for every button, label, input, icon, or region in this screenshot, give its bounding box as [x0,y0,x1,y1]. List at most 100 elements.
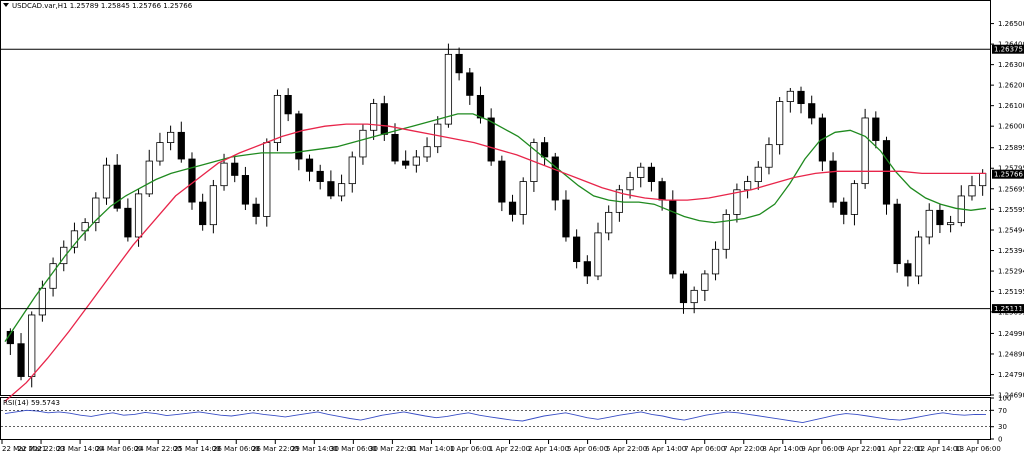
candle-body [776,101,784,146]
candle-body [829,160,837,203]
candle-body [359,129,367,158]
moving-averages-layer [4,113,987,402]
y-tick-label: 1.24690 [998,392,1024,400]
candle-body [28,314,36,377]
candle-body [124,207,132,238]
candle-body [872,117,880,141]
x-tick-label: 31 Mar 14:00 [408,445,455,453]
rsi-title: RSI(14) 59.5743 [3,399,60,407]
candles-layer [6,43,987,388]
moving-average-line [4,123,986,402]
y-tick-label: 1.25195 [998,288,1024,296]
candle-body [199,201,207,226]
candle-body [348,156,356,185]
rsi-layer: 100 70 30 0 [1,395,1011,444]
collapse-triangle-icon[interactable] [3,3,9,7]
y-tick-label: 1.24790 [998,371,1024,379]
x-tick-label: 23 Mar 14:00 [57,445,104,453]
candle-body [412,156,420,166]
candle-body [156,142,164,162]
candle-body [979,172,987,187]
x-tick-label: 22 Mar 22:00 [18,445,65,453]
y-tick-label: 1.26500 [998,20,1024,28]
candle-body [402,160,410,166]
candle-body [925,209,933,238]
candle-body [540,142,549,158]
candle-body [444,53,453,125]
candle-body [658,181,666,201]
candle-body [113,164,121,209]
y-tick-label: 1.25795 [998,165,1024,173]
y-tick-label: 1.26300 [998,61,1024,69]
candle-body [936,209,944,226]
y-tick-label: 1.25294 [998,268,1024,276]
price-panel[interactable] [0,0,991,396]
x-tick-label: 6 Apr 14:00 [645,445,686,453]
candle-body [305,158,314,172]
y-tick-label: 1.25595 [998,206,1024,214]
candle-body [188,158,196,203]
candle-body [327,181,335,197]
current-price-tag [992,169,1024,179]
candle-body [38,287,47,316]
x-tick-label: 29 Mar 14:00 [291,445,338,453]
horizontal-levels-layer[interactable]: 1.26375 1.25111 1.25766 [1,44,1024,314]
y-tick-label: 1.25494 [998,227,1024,235]
x-tick-label: 13 Apr 06:00 [955,445,1001,453]
x-tick-label: 25 Mar 14:00 [174,445,221,453]
candle-body [711,248,720,275]
candle-body [220,162,228,187]
y-tick-label: 1.25695 [998,185,1024,193]
y-tick-label: 1.24890 [998,350,1024,358]
x-tick-label: 5 Apr 06:00 [567,445,608,453]
candle-body [946,222,955,226]
candle-body [551,156,559,201]
candle-body [241,175,250,205]
candle-body [60,246,68,265]
rsi-tick-label: 30 [998,423,1007,431]
candle-body [743,181,752,191]
candle-body [134,193,143,238]
x-tick-label: 9 Apr 06:00 [801,445,842,453]
x-tick-label: 11 Apr 22:00 [877,445,923,453]
candle-body [840,201,848,215]
candle-body [370,103,378,131]
x-tick-label: 24 Mar 06:00 [96,445,143,453]
y-tick-label: 1.25095 [998,308,1024,316]
x-tick-label: 26 Mar 06:00 [213,445,260,453]
candle-body [861,117,869,185]
candle-body [573,236,581,263]
candle-body [466,72,474,96]
level-price-label: 1.25111 [994,305,1023,313]
x-tick-label: 1 Apr 22:00 [489,445,530,453]
x-tick-label: 30 Mar 22:00 [369,445,416,453]
candle-body [594,232,602,277]
candle-body [273,94,282,143]
rsi-panel[interactable] [0,397,991,440]
x-tick-label: 22 Mar 2021 [2,445,46,453]
candle-body [914,236,923,277]
candle-body [102,164,111,199]
candle-body [519,181,527,215]
candle-body [562,199,570,238]
rsi-line [4,409,987,424]
y-tick-label: 1.25895 [998,144,1024,152]
candle-body [754,166,762,182]
candle-body [81,222,89,232]
y-tick-label: 1.26100 [998,102,1024,110]
candle-body [177,131,185,160]
candle-body [690,289,698,304]
candle-body [145,160,153,195]
candle-body [167,131,175,143]
candle-body [583,261,591,277]
candle-body [487,117,495,162]
level-price-label: 1.26375 [994,46,1023,54]
candle-body [295,113,303,160]
x-tick-label: 8 Apr 14:00 [762,445,803,453]
candle-body [679,273,688,304]
rsi-tick-label: 100 [998,395,1011,403]
candle-body [92,197,100,224]
candle-body [605,211,613,234]
x-tick-label: 12 Apr 14:00 [916,445,962,453]
